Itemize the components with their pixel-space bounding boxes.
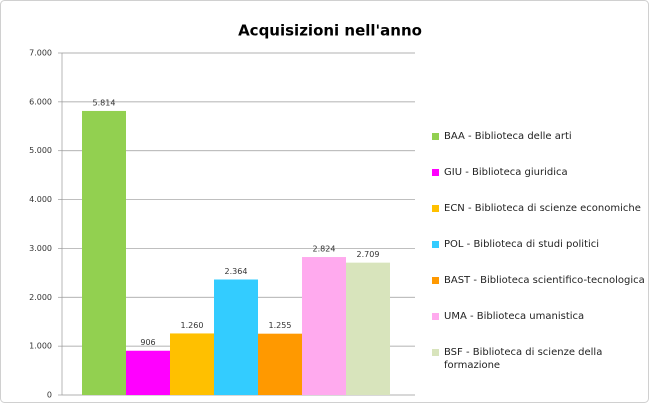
legend-swatch	[432, 169, 439, 176]
legend-swatch	[432, 205, 439, 212]
legend-label: BAA - Biblioteca delle arti	[444, 131, 572, 142]
legend-swatch	[432, 241, 439, 248]
legend: BAA - Biblioteca delle arti GIU - Bibliot…	[432, 130, 647, 382]
legend-label: UMA - Biblioteca umanistica	[444, 311, 585, 322]
legend-label: BAST - Biblioteca scientifico-tecnologic…	[444, 275, 645, 286]
legend-item: ECN - Biblioteca di scienze economiche	[432, 202, 647, 238]
y-tick-label: 4.000	[29, 195, 52, 204]
y-tick-label: 2.000	[29, 293, 52, 302]
bar	[126, 350, 170, 395]
y-tick-label: 0	[47, 391, 52, 400]
y-tick-label: 1.000	[29, 342, 52, 351]
y-tick-label: 7.000	[29, 49, 52, 58]
bar	[214, 279, 258, 395]
legend-label: POL - Biblioteca di studi politici	[444, 239, 600, 250]
bar	[258, 333, 302, 395]
data-label: 906	[140, 338, 155, 347]
legend-item: GIU - Biblioteca giuridica	[432, 166, 647, 202]
data-label: 5.814	[93, 98, 116, 107]
legend-item: BAA - Biblioteca delle arti	[432, 130, 647, 166]
legend-item: BSF - Biblioteca di scienze della formaz…	[432, 346, 647, 382]
legend-item: UMA - Biblioteca umanistica	[432, 310, 647, 346]
legend-label: ECN - Biblioteca di scienze economiche	[444, 203, 641, 214]
legend-swatch	[432, 277, 439, 284]
y-tick-label: 3.000	[29, 244, 52, 253]
legend-label: GIU - Biblioteca giuridica	[444, 167, 568, 178]
data-label: 2.824	[313, 245, 336, 254]
chart-title: Acquisizioni nell'anno	[238, 22, 422, 40]
y-tick-label: 6.000	[29, 97, 52, 106]
data-label: 2.709	[357, 250, 380, 259]
bar	[82, 110, 126, 395]
bar	[302, 257, 346, 395]
legend-swatch	[432, 133, 439, 140]
data-label: 1.260	[181, 321, 204, 330]
legend-swatch	[432, 349, 439, 356]
data-label: 1.255	[269, 321, 292, 330]
data-label: 2.364	[225, 267, 248, 276]
legend-label: BSF - Biblioteca di scienze della formaz…	[444, 347, 603, 371]
bar	[346, 262, 390, 395]
legend-swatch	[432, 313, 439, 320]
bar	[170, 333, 214, 395]
legend-item: POL - Biblioteca di studi politici	[432, 238, 647, 274]
legend-item: BAST - Biblioteca scientifico-tecnologic…	[432, 274, 647, 310]
y-tick-label: 5.000	[29, 146, 52, 155]
